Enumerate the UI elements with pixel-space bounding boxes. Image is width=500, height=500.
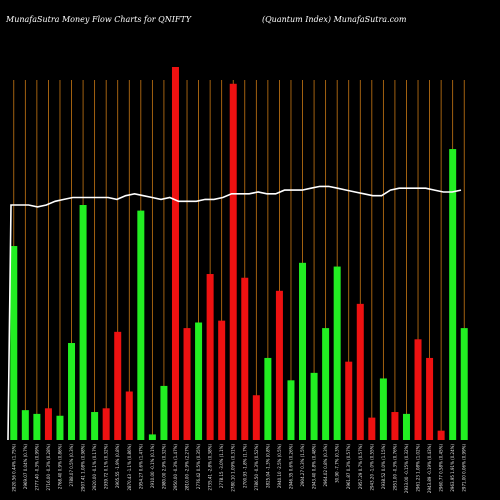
bar-down — [125, 391, 133, 440]
x-tick-label: 2810.00 -2.9% (2.27%) — [185, 444, 190, 491]
x-tick-label: 2786.50 -0.3% (0.52%) — [254, 444, 259, 491]
bar-down — [183, 328, 191, 440]
bar-down — [229, 83, 237, 440]
bar-down — [345, 361, 353, 440]
bar-up — [160, 385, 168, 440]
x-tick-label: 2957.29 0.7% (0.57%) — [358, 444, 363, 490]
bar-down — [275, 290, 283, 440]
bar-up — [322, 328, 330, 440]
bar-down — [171, 67, 179, 440]
x-tick-label: 2788.07 0.5% (0.3%) — [69, 444, 74, 487]
x-tick-label: 2969.07 0.04% (0.7%) — [23, 444, 28, 490]
x-tick-label: 2940.10 -2.5% (0.5%) — [277, 444, 282, 488]
bar-down — [391, 412, 399, 440]
x-tick-label: 2905.55 -1.9% (0.8%) — [115, 444, 120, 488]
bar-down — [241, 277, 249, 440]
x-tick-label: 2960.77 0.58% (0.45%) — [439, 444, 444, 492]
flow-line-path — [7, 185, 462, 441]
x-tick-label: 2735.41 -2.8% (0.38%) — [208, 444, 213, 491]
x-tick-label: 2778.15 -3.0% (1.1%) — [219, 444, 224, 488]
bar-down — [414, 339, 422, 440]
x-tick-label: 2768.40 0.9% (0.86%) — [57, 444, 62, 490]
bar-down — [437, 430, 445, 440]
x-tick-label: 2943.20 -1.0% (0.55%) — [369, 444, 374, 491]
bar-up — [91, 412, 99, 440]
bar-up — [137, 210, 145, 440]
bar-up — [79, 205, 87, 440]
bar-down — [44, 408, 52, 440]
bar-down — [252, 395, 260, 440]
bar-down — [102, 408, 110, 440]
x-tick-label: 2950.00 -0.3% (1.47%) — [173, 444, 178, 491]
bar-down — [114, 331, 122, 440]
x-tick-label: 2904.27 0.3% (1.5%) — [300, 444, 305, 487]
x-tick-label: 2943.40 0.8% (0.48%) — [312, 444, 317, 490]
bar-up — [449, 149, 457, 440]
bar-up — [148, 434, 156, 440]
x-tick-label: 2943.89 -0.19% (0.43%) — [427, 444, 432, 494]
bar-down — [206, 274, 214, 440]
x-tick-label: 2938.52 0.0% (1.15%) — [381, 444, 386, 490]
bar-up — [33, 413, 41, 440]
x-tick-label: 2954.27 0.6% (1.47%) — [138, 444, 143, 490]
bar-down — [356, 303, 364, 440]
bar-up — [402, 413, 410, 440]
x-tick-label: 2780.10 1.09% (0.31%) — [231, 444, 236, 492]
x-tick-labels: 2920.56 0.44% (1.75%) 2969.07 0.04% (0.7%… — [11, 444, 466, 494]
x-tick-label: 2961.87 0.3% (0.57%) — [346, 444, 351, 490]
bar-up — [460, 328, 468, 440]
x-tick-label: 2825.04 -1.3% (0.8%) — [265, 444, 270, 488]
bar-up — [379, 378, 387, 440]
x-tick-label: 30.90 -7.7% (0.3%) — [335, 444, 340, 483]
bars — [10, 67, 468, 440]
bar-up — [195, 322, 203, 440]
x-tick-label: 2920.00 -0.1% (0.17%) — [92, 444, 97, 491]
flow-line — [7, 185, 462, 441]
chart-title: MunafaSutra Money Flow Charts for QNIFTY — [5, 15, 192, 24]
x-tick-label: 2946.35 0.6% (0.26%) — [288, 444, 293, 490]
x-tick-label: 2910.00 -0.1% (0.1%) — [150, 444, 155, 488]
bar-down — [218, 320, 226, 440]
x-tick-label: 2933.00 -0.15% (0.32%) — [404, 444, 409, 494]
bar-up — [287, 380, 295, 440]
bar-up — [10, 246, 18, 440]
bar-up — [56, 415, 64, 440]
x-tick-label: 2961.23 1.08% (1.02%) — [416, 444, 421, 492]
bar-down — [426, 357, 434, 440]
x-tick-label: 2920.56 0.44% (1.75%) — [11, 444, 16, 492]
x-tick-label: 2700.93 -1.8% (1.7%) — [242, 444, 247, 488]
x-tick-label: 2964.02 0.8% (0.3%) — [323, 444, 328, 487]
x-tick-label: 2716.00 -0.3% (0.28%) — [46, 444, 51, 491]
bar-up — [21, 410, 29, 440]
bar-up — [264, 357, 272, 440]
x-tick-label: 2980.00 2.9% (0.32%) — [161, 444, 166, 490]
bar-up — [333, 266, 341, 440]
x-tick-label: 2777.40 -0.3% (0.99%) — [34, 444, 39, 491]
bar-up — [68, 343, 76, 440]
bar-up — [310, 372, 318, 440]
x-tick-label: 2951.00 -0.3% (0.76%) — [392, 444, 397, 491]
bar-up — [299, 262, 307, 440]
x-tick-label: 2939.72 0.1% (0.32%) — [104, 444, 109, 490]
x-tick-label: 2907.41 1.08% (0.98%) — [81, 444, 86, 492]
x-tick-label: 2971.00 0.06% (0.99%) — [462, 444, 467, 492]
bar-down — [368, 417, 376, 440]
x-tick-label: 2776.42 0.5% (0.35%) — [196, 444, 201, 490]
x-tick-label: 2870.43 -1.1% (0.86%) — [127, 444, 132, 491]
chart-subtitle: (Quantum Index) MunafaSutra.com — [262, 15, 407, 24]
x-tick-label: 2963.95 1.91% (0.24%) — [450, 444, 455, 492]
